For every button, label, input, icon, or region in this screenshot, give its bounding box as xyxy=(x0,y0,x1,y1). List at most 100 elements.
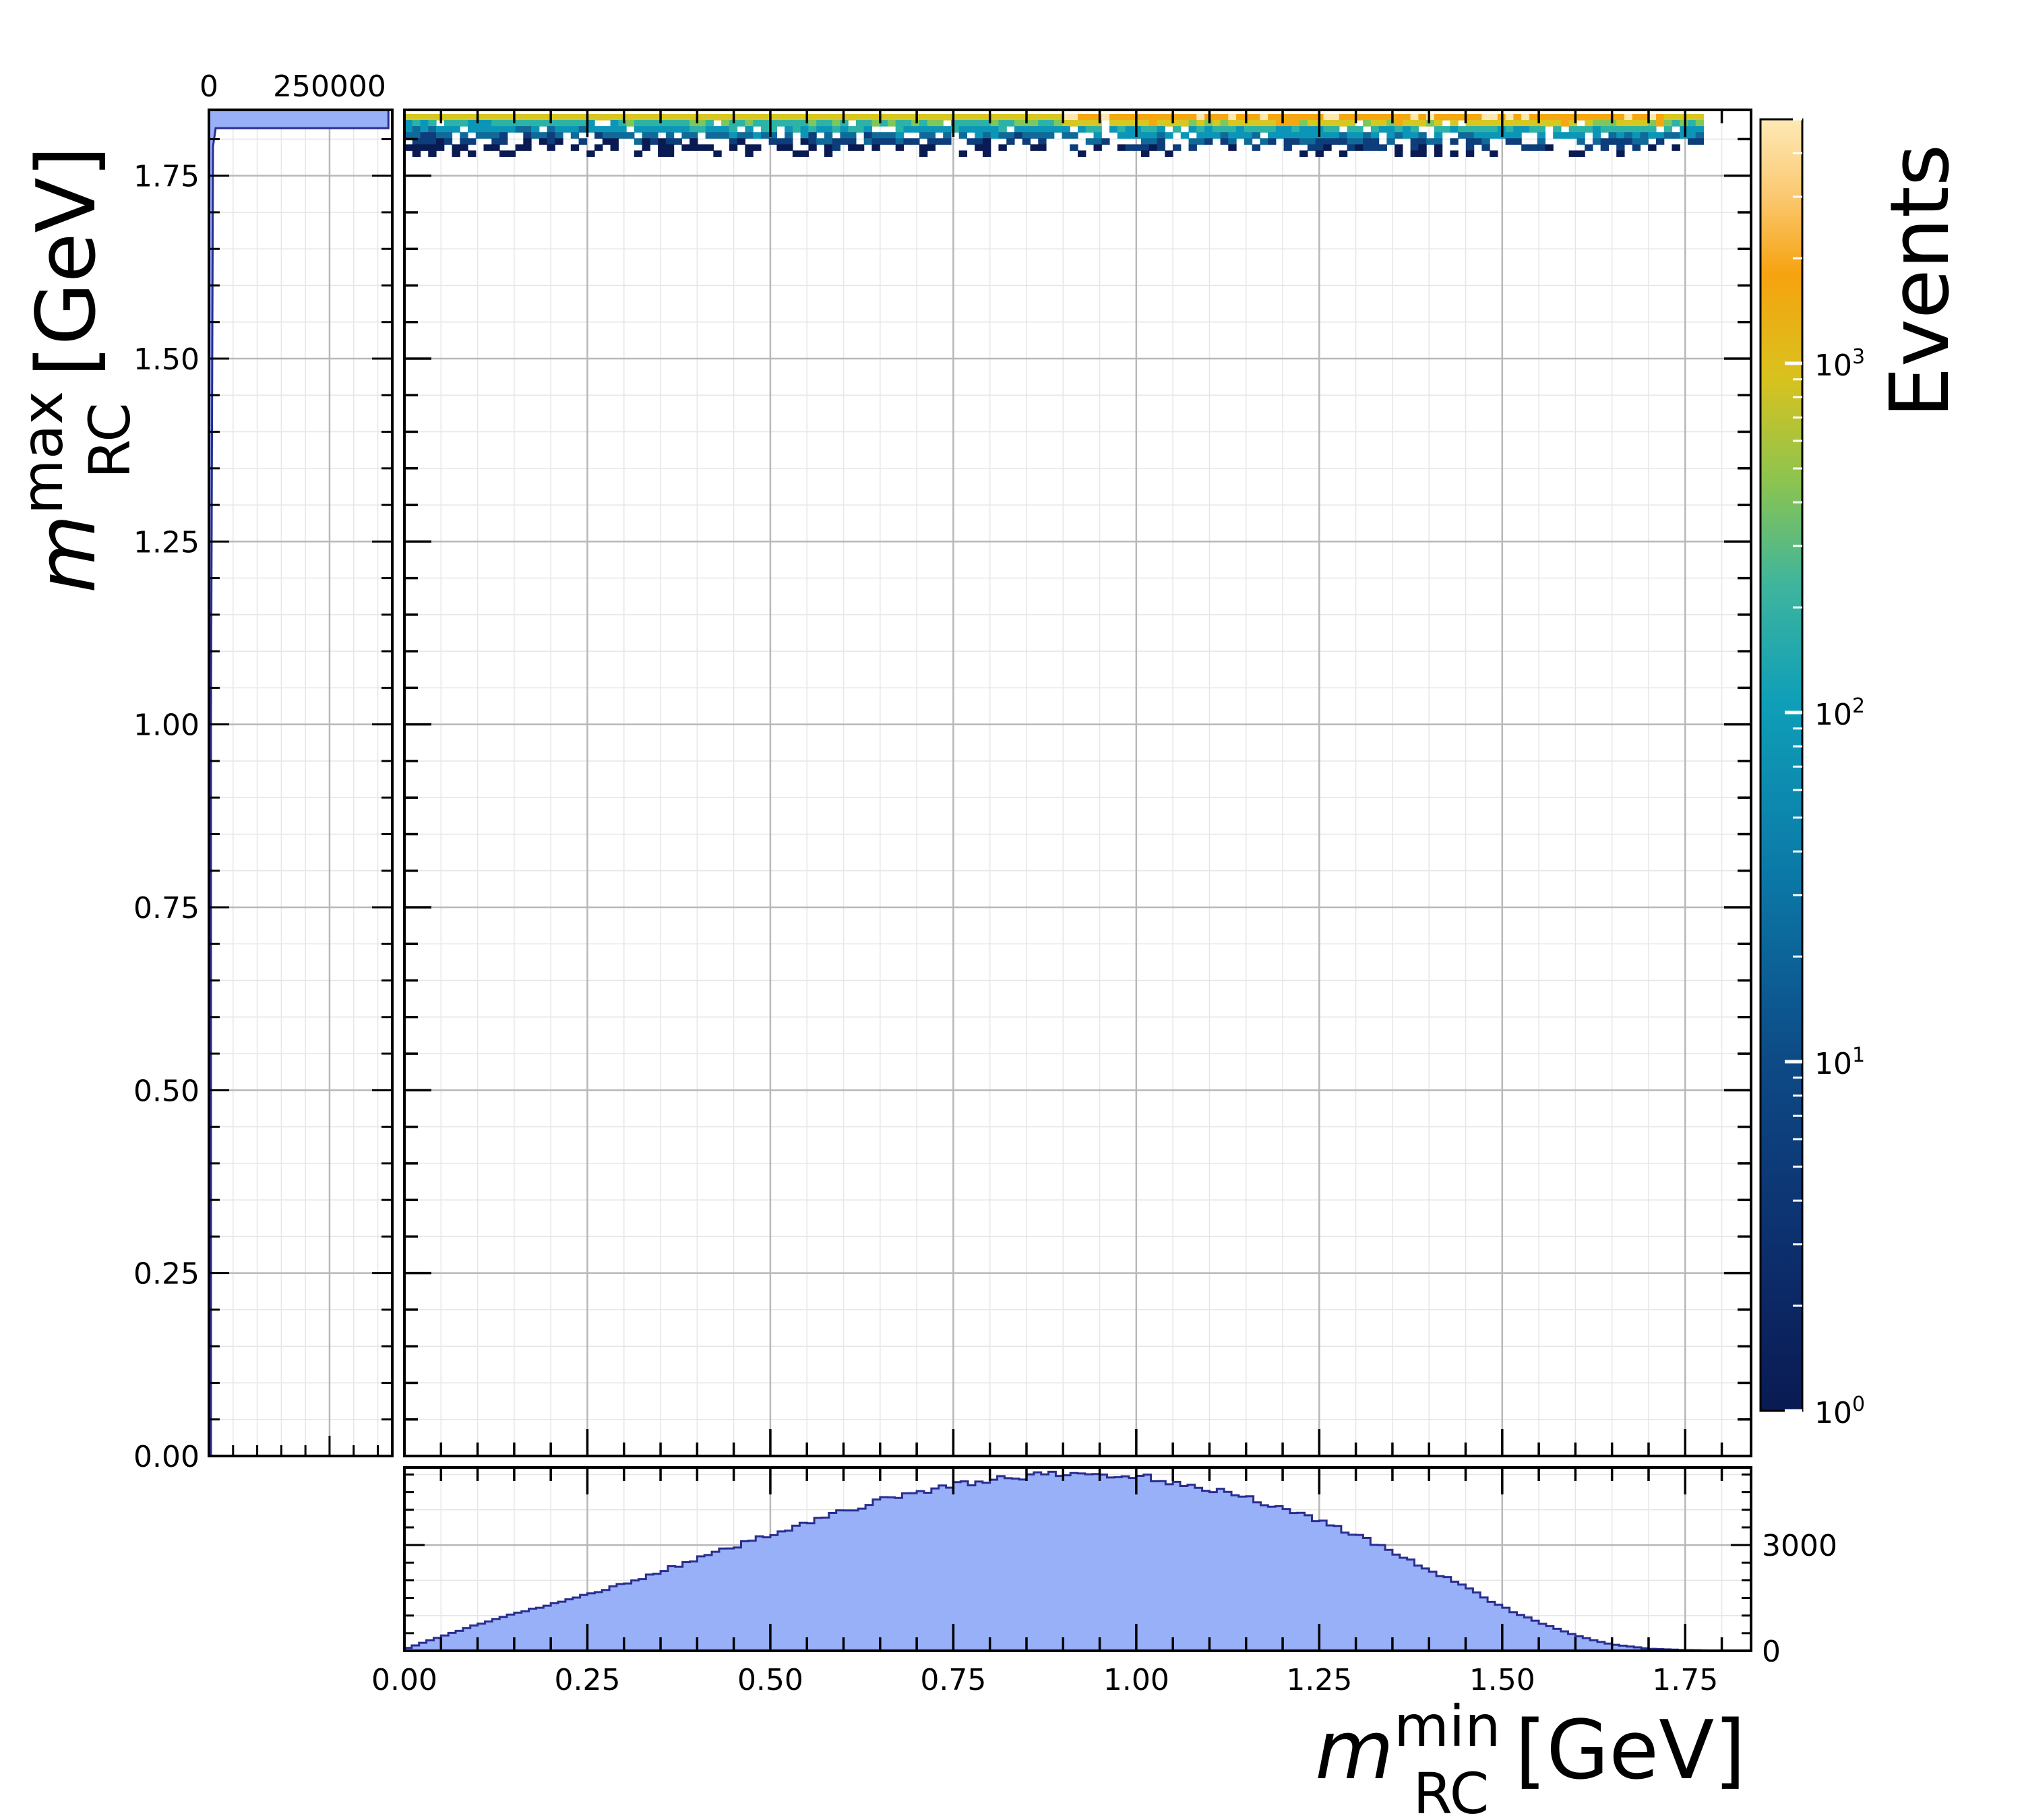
heatmap-cell xyxy=(832,120,841,127)
heatmap-cell xyxy=(1093,144,1102,151)
heatmap-cell xyxy=(491,144,500,151)
heatmap-cell xyxy=(1148,120,1158,127)
heatmap-cell xyxy=(570,132,580,139)
heatmap-cell xyxy=(1180,120,1190,127)
x-tick-label: 0.00 xyxy=(371,1663,437,1697)
heatmap-cell xyxy=(1228,138,1237,145)
y-tick-label: 1.25 xyxy=(133,525,200,559)
main-heatmap-panel xyxy=(403,109,1752,1457)
heatmap-cell xyxy=(420,120,429,127)
heatmap-cell xyxy=(602,138,611,145)
heatmap-cell xyxy=(1093,132,1102,139)
heatmap-cell xyxy=(1078,126,1086,133)
heatmap-cell xyxy=(428,120,437,127)
heatmap-cell xyxy=(1473,132,1482,139)
heatmap-cell xyxy=(1006,138,1015,145)
heatmap-cell xyxy=(785,126,793,133)
heatmap-cell xyxy=(927,126,936,133)
heatmap-cell xyxy=(539,138,548,145)
heatmap-cell xyxy=(1481,132,1490,139)
heatmap-cell xyxy=(1220,114,1229,121)
heatmap-cell xyxy=(690,114,698,121)
heatmap-cell xyxy=(1299,114,1308,121)
heatmap-cell xyxy=(785,132,793,139)
heatmap-cell xyxy=(1600,120,1610,127)
bottom-y-tick-label: 3000 xyxy=(1762,1529,1837,1563)
heatmap-cell xyxy=(1568,150,1578,157)
heatmap-cell xyxy=(1537,114,1546,121)
heatmap-cell xyxy=(919,132,928,139)
heatmap-cell xyxy=(729,138,738,145)
heatmap-cell xyxy=(1244,120,1253,127)
heatmap-cell xyxy=(1347,114,1355,121)
heatmap-cell xyxy=(958,150,968,157)
heatmap-cell xyxy=(1260,120,1268,127)
heatmap-cell xyxy=(1640,138,1649,145)
heatmap-cell xyxy=(1473,120,1482,127)
heatmap-cell xyxy=(1363,132,1372,139)
heatmap-cell xyxy=(1355,126,1364,133)
heatmap-cell xyxy=(1022,126,1031,133)
heatmap-cell xyxy=(1648,120,1657,127)
heatmap-cell xyxy=(1347,126,1355,133)
heatmap-cell xyxy=(1450,114,1459,121)
heatmap-cell xyxy=(1331,120,1340,127)
heatmap-cell xyxy=(626,132,635,139)
heatmap-cell xyxy=(990,120,1000,127)
heatmap-cell xyxy=(1196,120,1205,127)
heatmap-cell xyxy=(1022,138,1031,145)
heatmap-cell xyxy=(958,132,968,139)
heatmap-cell xyxy=(1093,114,1102,121)
heatmap-cell xyxy=(1236,132,1245,139)
heatmap-cell xyxy=(943,138,952,145)
heatmap-cell xyxy=(1655,138,1665,145)
heatmap-cell xyxy=(1490,126,1498,133)
heatmap-cell xyxy=(729,144,738,151)
heatmap-cell xyxy=(1585,120,1593,127)
heatmap-cell xyxy=(697,126,706,133)
heatmap-cell xyxy=(1157,138,1165,145)
heatmap-cell xyxy=(650,132,658,139)
heatmap-cell xyxy=(412,114,421,121)
heatmap-cell xyxy=(1600,126,1610,133)
heatmap-cell xyxy=(832,138,841,145)
y-tick-label: 1.75 xyxy=(133,160,200,194)
heatmap-cell xyxy=(848,114,857,121)
heatmap-cell xyxy=(1085,126,1095,133)
heatmap-cell xyxy=(1410,138,1419,145)
heatmap-cell xyxy=(1212,132,1221,139)
heatmap-cell xyxy=(785,144,793,151)
heatmap-cell xyxy=(1148,126,1158,133)
heatmap-cell xyxy=(1592,120,1601,127)
heatmap-cell xyxy=(1070,132,1078,139)
heatmap-cell xyxy=(753,132,762,139)
heatmap-cell xyxy=(1157,132,1165,139)
left-frame xyxy=(208,109,394,1457)
heatmap-cell xyxy=(967,114,975,121)
heatmap-cell xyxy=(887,120,896,127)
heatmap-cell xyxy=(634,120,643,127)
heatmap-cell xyxy=(1307,120,1316,127)
heatmap-cell xyxy=(1624,120,1633,127)
heatmap-cell xyxy=(499,120,508,127)
heatmap-cell xyxy=(1695,132,1705,139)
heatmap-cell xyxy=(824,132,833,139)
heatmap-cell xyxy=(919,114,928,121)
heatmap-cell xyxy=(1560,120,1570,127)
heatmap-cell xyxy=(1173,114,1182,121)
heatmap-cell xyxy=(1608,126,1617,133)
heatmap-cell xyxy=(1442,114,1450,121)
heatmap-cell xyxy=(1053,120,1063,127)
heatmap-cell xyxy=(515,126,524,133)
heatmap-cell xyxy=(1220,126,1229,133)
heatmap-cell xyxy=(1125,126,1134,133)
heatmap-cell xyxy=(1220,120,1229,127)
heatmap-cell xyxy=(1624,132,1633,139)
heatmap-cell xyxy=(1212,114,1221,121)
heatmap-cell xyxy=(982,132,991,139)
heatmap-cell xyxy=(1062,126,1070,133)
x-tick-label: 0.25 xyxy=(554,1663,620,1697)
heatmap-cell xyxy=(1616,150,1625,157)
heatmap-cell xyxy=(681,132,690,139)
left-marginal-line xyxy=(210,110,390,1456)
